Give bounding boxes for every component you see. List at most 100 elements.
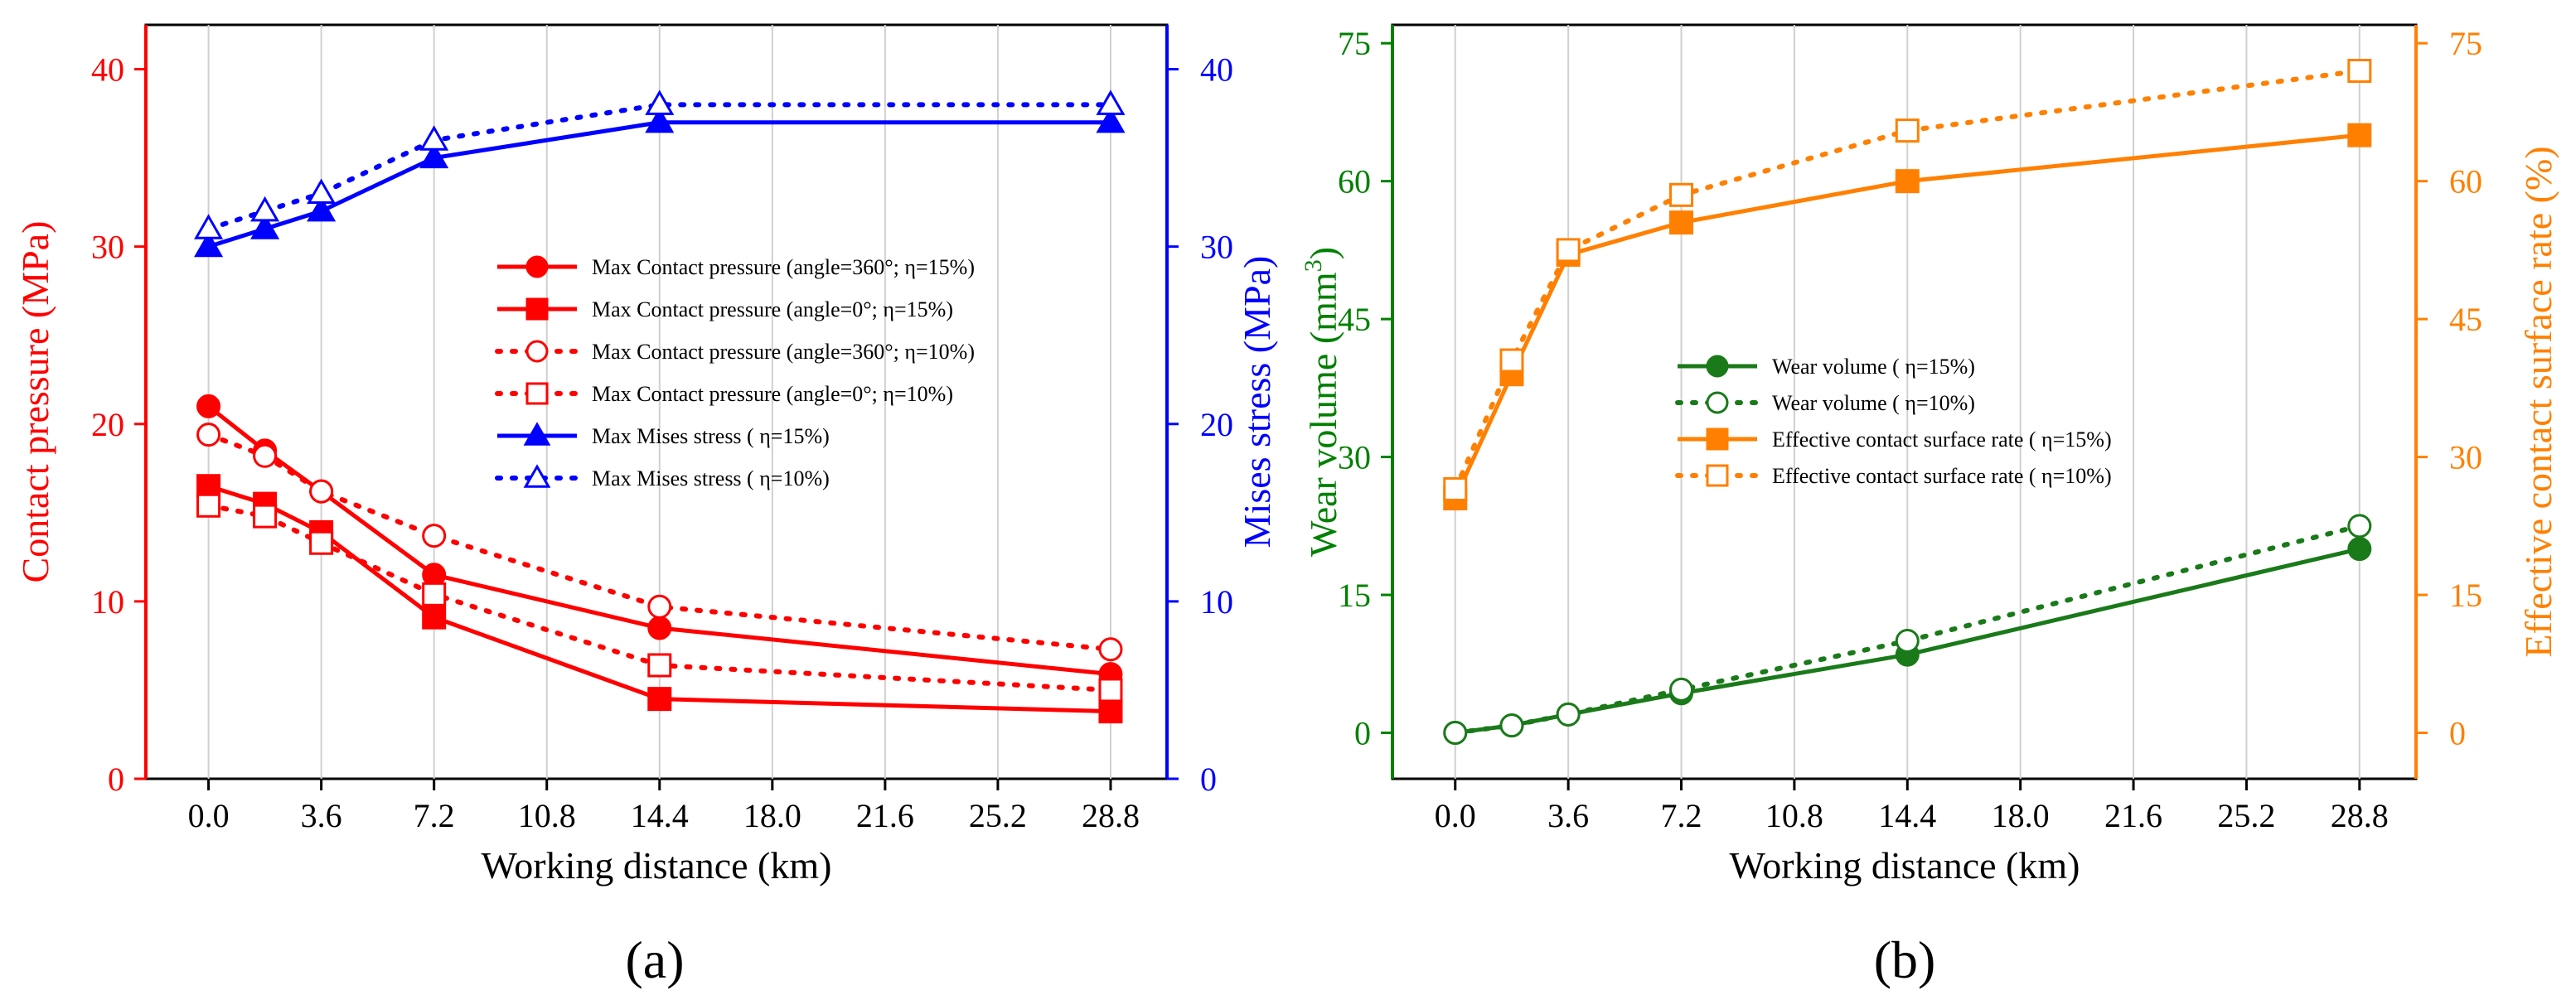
panel-a-y-ticks: 0 10 20 30 40 [91,51,146,798]
panel-b-y2-ticks: 0 15 30 45 60 75 [2416,25,2482,752]
panel-a-xtick-label-6: 21.6 [856,797,914,834]
panel-a-y2-ticks: 0 10 20 30 40 [1167,51,1233,798]
panel-b-xtick-label-6: 21.6 [2104,797,2162,834]
panel-a-y2tick-label-1: 10 [1200,583,1233,621]
panel-a-series-3-point-0 [196,493,221,518]
panel-b-ytick-label-0: 0 [1354,715,1371,752]
panel-a-legend-label-1: Max Contact pressure (angle=0°; η=15%) [592,297,953,321]
panel-b-series-3-point-2 [1556,238,1581,263]
panel-b-legend-label-1: Wear volume ( η=10%) [1772,391,1975,415]
panel-a-series-2-point-3 [422,524,447,548]
panel-a-legend-marker-4 [523,422,551,446]
panel-a-y2tick-label-3: 30 [1200,229,1233,266]
panel-b-xtick-label-5: 18.0 [1992,797,2050,834]
panel-b-series-2-line [1453,133,2361,500]
panel-a-series-1-point-4 [647,687,672,712]
panel-b-series-0-point-5 [2347,537,2372,562]
panel-a-label: (a) [625,930,684,989]
panel-b-ytick-label-2: 30 [1338,439,1371,476]
panel-b-y2-axis-label: Effective contact surface rate (%) [2517,146,2559,657]
panel-a-series-2-point-1 [253,443,278,468]
panel-b-series-1-point-4 [1895,629,1920,654]
panel-a-legend-label-4: Max Mises stress ( η=15%) [592,424,830,448]
panel-a-legend-marker-3 [525,382,549,405]
panel-a-y-axis-label: Contact pressure (MPa) [14,221,56,583]
panel-a-series-5-point-5 [1096,89,1126,115]
panel-b-ytick-label-3: 45 [1338,301,1371,338]
panel-b-series-3-point-5 [2347,58,2372,83]
panel-b-legend-marker-1 [1706,391,1729,414]
panel-b-legend-marker-2 [1706,428,1729,451]
panel-a-series-4-point-0 [194,231,224,258]
panel-b-y-axis-label-main: Wear volume (mm [1302,272,1344,557]
panel-b-y-axis-label-close: ) [1302,247,1344,259]
panel-a-series-5-point-1 [250,196,280,222]
panel-b-xtick-label-0: 0.0 [1435,797,1476,834]
panel-a-series-0-point-4 [647,616,672,640]
panel-a-legend-marker-2 [525,340,549,363]
panel-b-y-axis-label: Wear volume (mm3) [1300,247,1344,557]
panel-a-plot-frame [144,23,1169,780]
panel-b-ytick-label-1: 15 [1338,577,1371,614]
panel-a-series-4-point-5 [1096,107,1126,133]
panel-b-series-3-point-0 [1443,476,1468,501]
panel-b-y2tick-label-2: 30 [2449,439,2482,476]
panel-b: 0.0 3.6 7.2 10.8 14.4 18.0 21.6 25.2 28.8 015304… [1300,23,2559,989]
panel-a: 0.0 3.6 7.2 10.8 14.4 18.0 21.6 25.2 28.8 0 10 20 3… [14,23,1278,989]
panel-b-y-axis-label-sup: 3 [1300,259,1327,272]
panel-a-series-1-point-3 [422,605,447,630]
panel-b-series-2-point-3 [1669,210,1694,235]
panel-a-series-5-point-2 [307,178,337,204]
panel-b-legend-label-2: Effective contact surface rate ( η=15%) [1772,428,2112,452]
panel-a-xtick-label-0: 0.0 [188,797,230,834]
panel-b-label: (b) [1874,930,1936,989]
panel-a-series-3-point-1 [253,504,278,529]
panel-b-series-3-point-1 [1499,348,1524,373]
panel-b-xtick-label-7: 25.2 [2217,797,2275,834]
panel-b-series-1-point-0 [1443,721,1468,746]
panel-b-xtick-label-1: 3.6 [1547,797,1589,834]
panel-a-series-3-point-5 [1098,678,1123,703]
panel-b-xtick-label-8: 28.8 [2331,797,2389,834]
panel-a-xtick-label-8: 28.8 [1082,797,1140,834]
panel-a-y2tick-label-0: 0 [1200,761,1217,798]
panel-b-y2tick-label-4: 60 [2449,163,2482,200]
panel-b-legend-marker-0 [1706,355,1729,378]
panel-a-ytick-label-1: 10 [91,583,124,621]
panel-b-y-ticks: 0 15 30 45 60 75 [1338,25,1392,752]
panel-a-series-2-point-4 [647,594,672,619]
panel-a-series-0-point-0 [196,394,221,418]
panel-a-xtick-label-3: 10.8 [518,797,576,834]
panel-a-legend-marker-5 [523,464,551,488]
panel-a-series-3-point-3 [422,582,447,606]
panel-b-series [1443,58,2372,746]
panel-b-legend-label-0: Wear volume ( η=15%) [1772,355,1975,379]
panel-a-legend-marker-1 [525,297,549,321]
panel-b-ytick-label-4: 60 [1338,163,1371,200]
panel-b-ytick-label-5: 75 [1338,25,1371,62]
panel-a-series-2-point-0 [196,423,221,447]
panel-b-y2tick-label-0: 0 [2449,715,2466,752]
panel-a-y2tick-label-4: 40 [1200,51,1233,89]
panel-a-legend-label-3: Max Contact pressure (angle=0°; η=10%) [592,382,953,406]
panel-b-series-1-point-5 [2347,514,2372,539]
panel-a-y2-axis-label: Mises stress (MPa) [1236,256,1278,548]
panel-b-xtick-label-3: 10.8 [1765,797,1823,834]
panel-b-legend: Wear volume ( η=15%) Wear volume ( η=10%)… [1675,355,2112,488]
panel-a-x-axis-label: Working distance (km) [482,844,832,886]
panel-a-ytick-label-3: 30 [91,229,124,266]
panel-b-series-2-point-5 [2347,123,2372,147]
panel-b-x-axis-label: Working distance (km) [1730,844,2080,886]
panel-b-series-1-point-2 [1556,702,1581,727]
panel-b-series-1-point-3 [1669,677,1694,702]
panel-a-xtick-label-2: 7.2 [414,797,455,834]
panel-a-legend-label-5: Max Mises stress ( η=10%) [592,466,830,490]
panel-a-series-1-point-5 [1098,699,1123,724]
panel-a-series-5-point-3 [419,125,449,151]
panel-a-ytick-label-4: 40 [91,51,124,89]
panel-a-xtick-label-1: 3.6 [301,797,342,834]
panel-a-series-5-point-0 [194,214,224,239]
panel-a-legend-marker-0 [525,255,549,278]
panel-b-legend-marker-3 [1706,464,1729,487]
panel-b-y2tick-label-3: 45 [2449,301,2482,338]
